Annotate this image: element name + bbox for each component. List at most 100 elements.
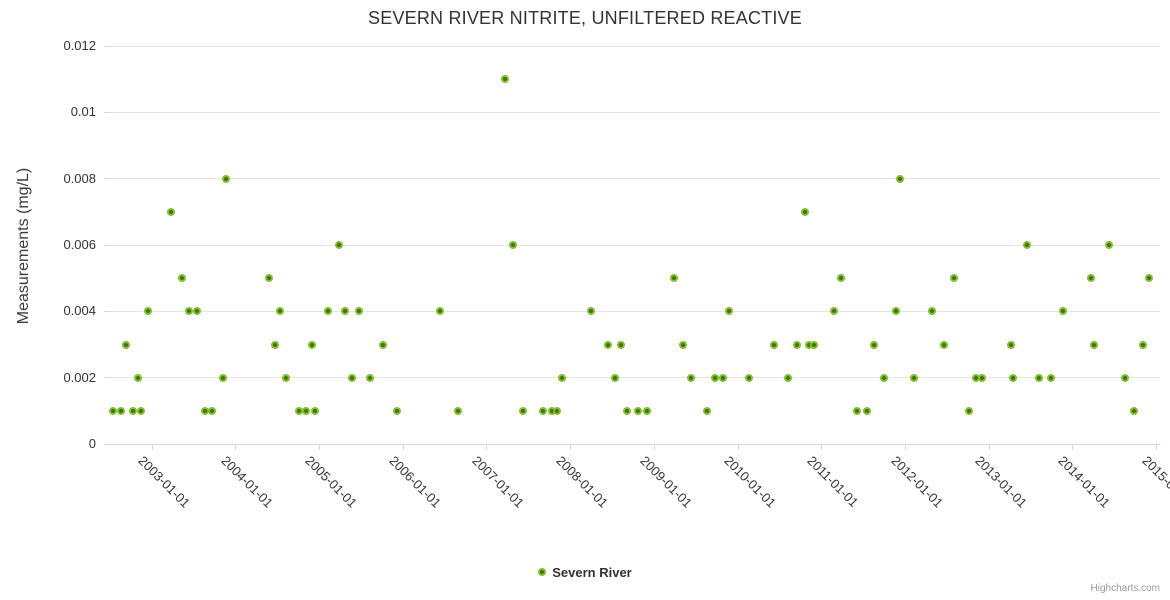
data-point[interactable] (622, 406, 631, 415)
data-point[interactable] (116, 406, 125, 415)
data-point[interactable] (1090, 340, 1099, 349)
x-axis-label: 2010-01-01 (720, 453, 779, 511)
data-point[interactable] (275, 307, 284, 316)
data-point[interactable] (670, 274, 678, 283)
data-point[interactable] (453, 406, 462, 415)
data-point[interactable] (378, 340, 387, 349)
data-point[interactable] (323, 307, 332, 316)
data-point[interactable] (392, 406, 401, 415)
data-point[interactable] (539, 406, 548, 415)
data-point[interactable] (895, 174, 904, 183)
data-point[interactable] (633, 406, 642, 415)
data-point[interactable] (611, 373, 620, 382)
data-point[interactable] (1009, 373, 1018, 382)
data-point[interactable] (519, 406, 528, 415)
data-point[interactable] (136, 406, 145, 415)
data-point[interactable] (1145, 274, 1154, 283)
data-point[interactable] (435, 307, 444, 316)
data-point[interactable] (547, 406, 556, 415)
x-axis-label: 2008-01-01 (553, 453, 612, 511)
data-point[interactable] (552, 406, 561, 415)
data-point[interactable] (587, 307, 596, 316)
data-point[interactable] (853, 406, 862, 415)
data-point[interactable] (308, 340, 317, 349)
data-point[interactable] (134, 373, 143, 382)
data-point[interactable] (1059, 307, 1068, 316)
data-point[interactable] (192, 307, 201, 316)
data-point[interactable] (891, 307, 900, 316)
data-point[interactable] (1046, 373, 1055, 382)
x-axis-label: 2007-01-01 (469, 453, 528, 511)
y-axis-label: 0.002 (63, 369, 96, 385)
data-point[interactable] (1023, 241, 1032, 249)
data-point[interactable] (679, 340, 688, 349)
data-point[interactable] (218, 373, 227, 382)
x-axis-tick (151, 445, 153, 450)
data-point[interactable] (270, 340, 279, 349)
data-point[interactable] (557, 373, 566, 382)
data-point[interactable] (744, 373, 753, 382)
data-point[interactable] (863, 406, 872, 415)
data-point[interactable] (603, 340, 612, 349)
data-point[interactable] (185, 307, 194, 316)
data-point[interactable] (1086, 274, 1095, 283)
data-point[interactable] (301, 406, 310, 415)
data-point[interactable] (801, 207, 810, 216)
data-point[interactable] (809, 340, 818, 349)
data-point[interactable] (971, 373, 980, 382)
data-point[interactable] (281, 373, 290, 382)
data-point[interactable] (167, 207, 176, 216)
legend-item-severn-river[interactable]: Severn River (0, 563, 1170, 581)
x-axis-label: 2003-01-01 (135, 453, 193, 511)
data-point[interactable] (201, 406, 210, 415)
data-point[interactable] (965, 406, 974, 415)
data-point[interactable] (108, 406, 117, 415)
data-point[interactable] (977, 373, 986, 382)
data-point[interactable] (617, 340, 626, 349)
data-point[interactable] (837, 274, 846, 283)
data-point[interactable] (909, 373, 918, 382)
data-point[interactable] (347, 373, 356, 382)
data-point[interactable] (719, 373, 728, 382)
data-point[interactable] (940, 340, 949, 349)
data-point[interactable] (221, 174, 230, 183)
data-point[interactable] (295, 406, 304, 415)
data-point[interactable] (870, 340, 878, 349)
data-point[interactable] (804, 340, 813, 349)
data-point[interactable] (144, 307, 153, 316)
data-point[interactable] (880, 373, 889, 382)
data-point[interactable] (365, 373, 374, 382)
data-point[interactable] (178, 274, 187, 283)
data-point[interactable] (686, 373, 695, 382)
data-point[interactable] (335, 241, 344, 249)
data-point[interactable] (643, 406, 652, 415)
highcharts-credit-link[interactable]: Highcharts.com (1090, 583, 1160, 594)
x-axis-label: 2015-01-01 (1139, 453, 1170, 511)
data-point[interactable] (1105, 241, 1114, 249)
data-point[interactable] (710, 373, 719, 382)
data-point[interactable] (310, 406, 319, 415)
data-point[interactable] (725, 307, 734, 316)
data-point[interactable] (509, 241, 518, 249)
data-point[interactable] (207, 406, 216, 415)
data-point[interactable] (784, 373, 792, 382)
data-point[interactable] (355, 307, 364, 316)
data-point[interactable] (1139, 340, 1148, 349)
data-point[interactable] (264, 274, 273, 283)
data-point[interactable] (769, 340, 778, 349)
data-point[interactable] (500, 75, 509, 84)
data-point[interactable] (122, 340, 131, 349)
data-point[interactable] (702, 406, 711, 415)
data-point[interactable] (1007, 340, 1016, 349)
y-gridline (110, 377, 1160, 379)
data-point[interactable] (950, 274, 959, 283)
data-point[interactable] (1121, 373, 1130, 382)
data-point[interactable] (793, 340, 802, 349)
data-point[interactable] (129, 406, 138, 415)
data-point[interactable] (829, 307, 838, 316)
data-point[interactable] (341, 307, 349, 316)
y-gridline (110, 45, 1160, 47)
data-point[interactable] (1034, 373, 1043, 382)
data-point[interactable] (927, 307, 936, 316)
data-point[interactable] (1130, 406, 1139, 415)
